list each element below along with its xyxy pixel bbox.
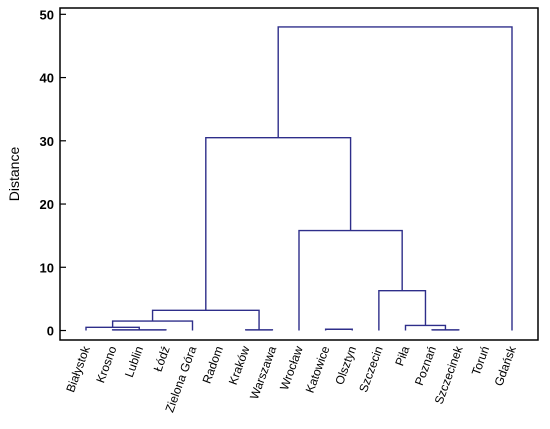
dendrogram-link <box>298 229 403 331</box>
leaf-label: Piła <box>392 344 412 368</box>
y-axis-title: Distance <box>6 147 22 202</box>
leaf-label: Poznań <box>412 344 439 387</box>
dendrogram-link <box>111 320 194 331</box>
y-tick-label: 20 <box>40 197 54 212</box>
leaf-label: Toruń <box>469 344 492 377</box>
leaf-label: Kraków <box>226 344 253 387</box>
leaf-label: Lublin <box>122 344 146 379</box>
dendrogram-links <box>85 26 513 331</box>
y-tick-label: 10 <box>40 260 54 275</box>
dendrogram-link <box>431 329 460 331</box>
y-tick-label: 0 <box>47 324 54 339</box>
dendrogram-link <box>245 329 274 331</box>
dendrogram-link <box>378 289 427 331</box>
dendrogram-link <box>324 328 353 331</box>
leaf-label: Białystok <box>63 343 93 394</box>
y-tick-label: 30 <box>40 134 54 149</box>
plot-frame <box>59 7 539 341</box>
leaf-label: Szczecin <box>356 344 386 394</box>
leaf-label: Krosno <box>93 344 119 385</box>
dendrogram-link <box>151 309 260 330</box>
leaf-label: Radom <box>200 344 226 385</box>
leaf-label: Katowice <box>303 344 333 395</box>
leaf-label: Olsztyn <box>332 344 359 386</box>
dendrogram-link <box>277 26 513 331</box>
leaf-label: Warszawa <box>247 344 279 401</box>
y-axis: 0 10 20 30 40 50 <box>40 7 66 339</box>
dendrogram-link <box>205 136 352 311</box>
leaf-label: Gdańsk <box>492 343 520 388</box>
dendrogram-link <box>111 329 167 331</box>
y-tick-label: 50 <box>40 7 54 22</box>
leaf-label: Łódź <box>151 344 173 373</box>
leaf-label: Wrocław <box>277 344 306 392</box>
y-tick-label: 40 <box>40 71 54 86</box>
